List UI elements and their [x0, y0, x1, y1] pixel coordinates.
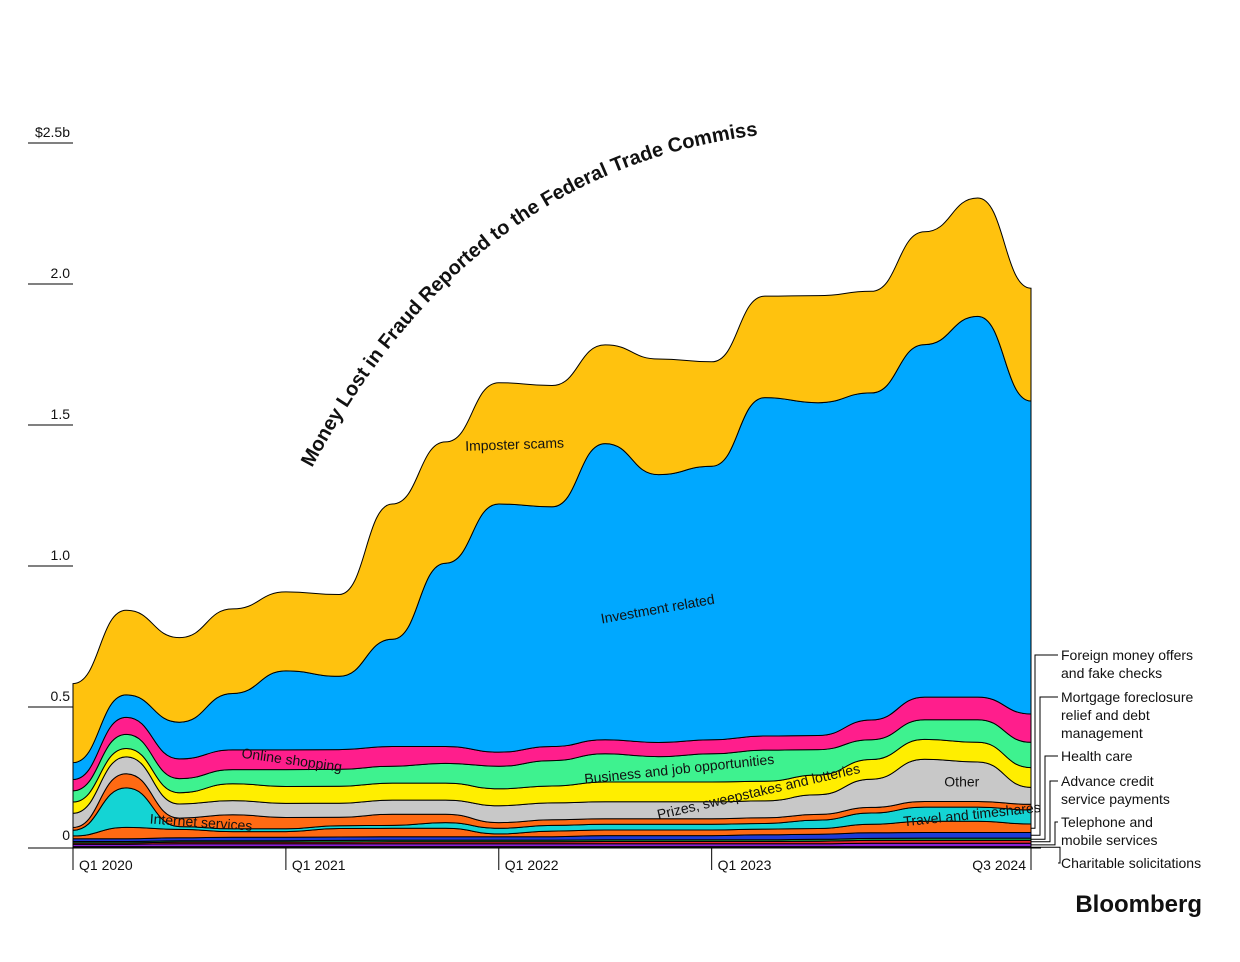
- leader-foreign-money-offers-and-fake-checks: [1031, 654, 1058, 829]
- label-internet-services: Internet services: [149, 811, 253, 834]
- bloomberg-logo: Bloomberg: [1075, 891, 1202, 918]
- x-tick-label: Q1 2023: [718, 857, 772, 873]
- leader-health-care: [1031, 755, 1058, 840]
- side-label-charitable-solicitations: Charitable solicitations: [1061, 855, 1201, 871]
- y-tick-label: 1.0: [51, 547, 71, 563]
- label-imposter-scams: Imposter scams: [465, 434, 564, 453]
- leader-telephone-and-mobile-services: [1031, 821, 1058, 846]
- side-legend: Foreign money offers and fake checks Mortg…: [1031, 647, 1201, 871]
- x-tick-label: Q1 2022: [505, 857, 559, 873]
- leader-mortgage-foreclosure-relief-and-debt-management: [1031, 696, 1058, 836]
- side-label-foreign-money-offers-and-fake-checks: and fake checks: [1061, 665, 1162, 681]
- y-axis: 0 0.5 1.0 1.5 2.0 $2.5b: [28, 124, 1041, 849]
- y-tick-label: 0: [62, 827, 70, 843]
- stacked-areas: [72, 197, 1032, 849]
- y-tick-label: 0.5: [51, 688, 71, 704]
- y-tick-label: $2.5b: [35, 124, 70, 140]
- y-tick-label: 2.0: [51, 265, 71, 281]
- x-tick-label: Q1 2020: [79, 857, 133, 873]
- label-other: Other: [944, 773, 979, 789]
- side-label-health-care: Health care: [1061, 748, 1133, 764]
- leader-charitable-solicitations: [1031, 846, 1061, 864]
- x-tick-label: Q1 2021: [292, 857, 346, 873]
- side-label-telephone-and-mobile-services: Telephone and: [1061, 814, 1153, 830]
- x-tick-label: Q3 2024: [972, 857, 1026, 873]
- side-label-advance-credit-service-payments: service payments: [1061, 791, 1170, 807]
- side-label-advance-credit-service-payments: Advance credit: [1061, 773, 1154, 789]
- y-tick-label: 1.5: [51, 406, 71, 422]
- side-label-mortgage-foreclosure-relief-and-debt-management: management: [1061, 725, 1143, 741]
- area-imposter-scams: [72, 197, 1032, 764]
- side-label-telephone-and-mobile-services: mobile services: [1061, 832, 1157, 848]
- side-label-mortgage-foreclosure-relief-and-debt-management: Mortgage foreclosure: [1061, 689, 1194, 705]
- x-axis: Q1 2020 Q1 2021 Q1 2022 Q1 2023 Q3 2024: [72, 848, 1032, 873]
- side-label-mortgage-foreclosure-relief-and-debt-management: relief and debt: [1061, 707, 1150, 723]
- leader-advance-credit-service-payments: [1031, 780, 1058, 843]
- side-label-foreign-money-offers-and-fake-checks: Foreign money offers: [1061, 647, 1193, 663]
